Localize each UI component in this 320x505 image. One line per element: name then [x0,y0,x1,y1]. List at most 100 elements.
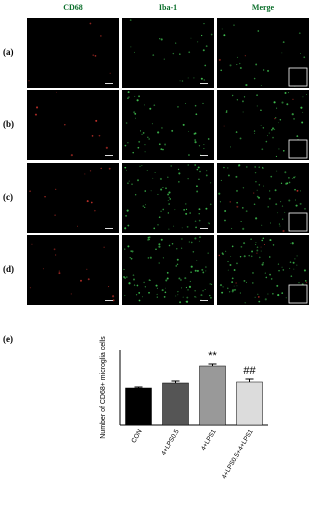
cell-dot [296,189,299,192]
cell-dot [198,208,201,211]
cell-dot [254,166,257,168]
cell-dot [175,295,177,297]
cell-dot [189,212,191,214]
cell-dot [303,269,307,272]
cell-dot [281,52,283,54]
cell-dot [143,104,145,106]
cell-dot [231,245,234,248]
cell-dot [278,148,280,150]
cell-dot [255,180,257,183]
cell-dot [168,191,171,194]
cell-dot [168,203,170,205]
cell-dot [276,170,278,172]
cell-dot [250,238,252,241]
cell-dot [149,107,152,110]
cell-dot [156,293,158,295]
cell-dot [229,64,232,67]
cell-dot [274,117,276,120]
cell-dot [130,250,132,252]
cell-dot [275,117,277,119]
cell-dot [202,290,204,292]
row-label: (a) [3,47,14,57]
cell-dot [158,143,161,146]
x-tick-label: 4+LPS1 [200,428,218,452]
cell-dot [165,279,168,282]
cell-dot [209,283,211,285]
scale-bar [105,83,113,84]
cell-dot [236,262,238,265]
cell-dot [293,268,295,270]
cell-dot [58,272,61,275]
cell-dot [146,170,148,172]
cell-dot [29,287,31,289]
cell-dot [223,125,225,127]
cell-dot [256,252,258,254]
cell-dot [243,242,246,245]
cell-dot [253,192,255,194]
cell-dot [100,35,102,37]
cell-dot [236,189,238,192]
cell-dot [227,167,229,169]
cell-dot [134,51,135,53]
cell-dot [262,185,264,187]
cell-dot [149,279,151,281]
cell-dot [87,278,90,281]
cell-dot [277,263,280,265]
cell-dot [269,239,272,242]
cell-dot [159,177,163,181]
cell-dot [151,123,153,125]
cell-dot [188,130,190,132]
cell-dot [161,289,164,292]
cell-dot [197,41,199,43]
cell-dot [273,101,276,104]
cell-dot [282,269,285,271]
cell-dot [279,119,282,121]
cell-dot [199,170,201,173]
cell-dot [253,77,256,80]
inset [288,212,308,232]
micrograph [27,235,119,305]
cell-dot [194,220,197,223]
cell-dot [142,132,145,134]
cell-dot [204,288,206,291]
micrograph [122,18,214,88]
cell-dot [271,292,274,295]
cell-dot [190,265,193,268]
cell-dot [126,209,129,212]
column-header: Merge [252,3,275,12]
cell-dot [264,272,266,274]
cell-dot [206,170,208,172]
cell-dot [207,138,210,140]
cell-dot [91,135,94,137]
cell-dot [86,200,89,203]
cell-dot [84,173,86,175]
cell-dot [258,166,261,169]
cell-dot [144,286,146,288]
cell-dot [227,269,229,271]
cell-dot [242,187,245,189]
cell-dot [127,245,130,248]
cell-dot [128,282,131,285]
cell-dot [164,143,167,146]
cell-dot [158,216,161,219]
cell-dot [177,168,180,171]
cell-dot [222,286,224,288]
cell-dot [175,265,177,267]
cell-dot [138,299,141,302]
cell-dot [152,177,154,179]
cell-dot [260,246,262,248]
cell-dot [177,106,179,108]
cell-dot [235,131,238,133]
cell-dot [262,167,264,169]
cell-dot [209,203,212,206]
cell-dot [258,300,261,303]
micrograph [27,18,119,88]
cell-dot [103,246,105,248]
cell-dot [188,154,190,156]
cell-dot [243,255,246,258]
scale-bar [200,300,208,301]
cell-dot [275,203,278,206]
cell-dot [288,181,291,184]
cell-dot [179,80,181,82]
